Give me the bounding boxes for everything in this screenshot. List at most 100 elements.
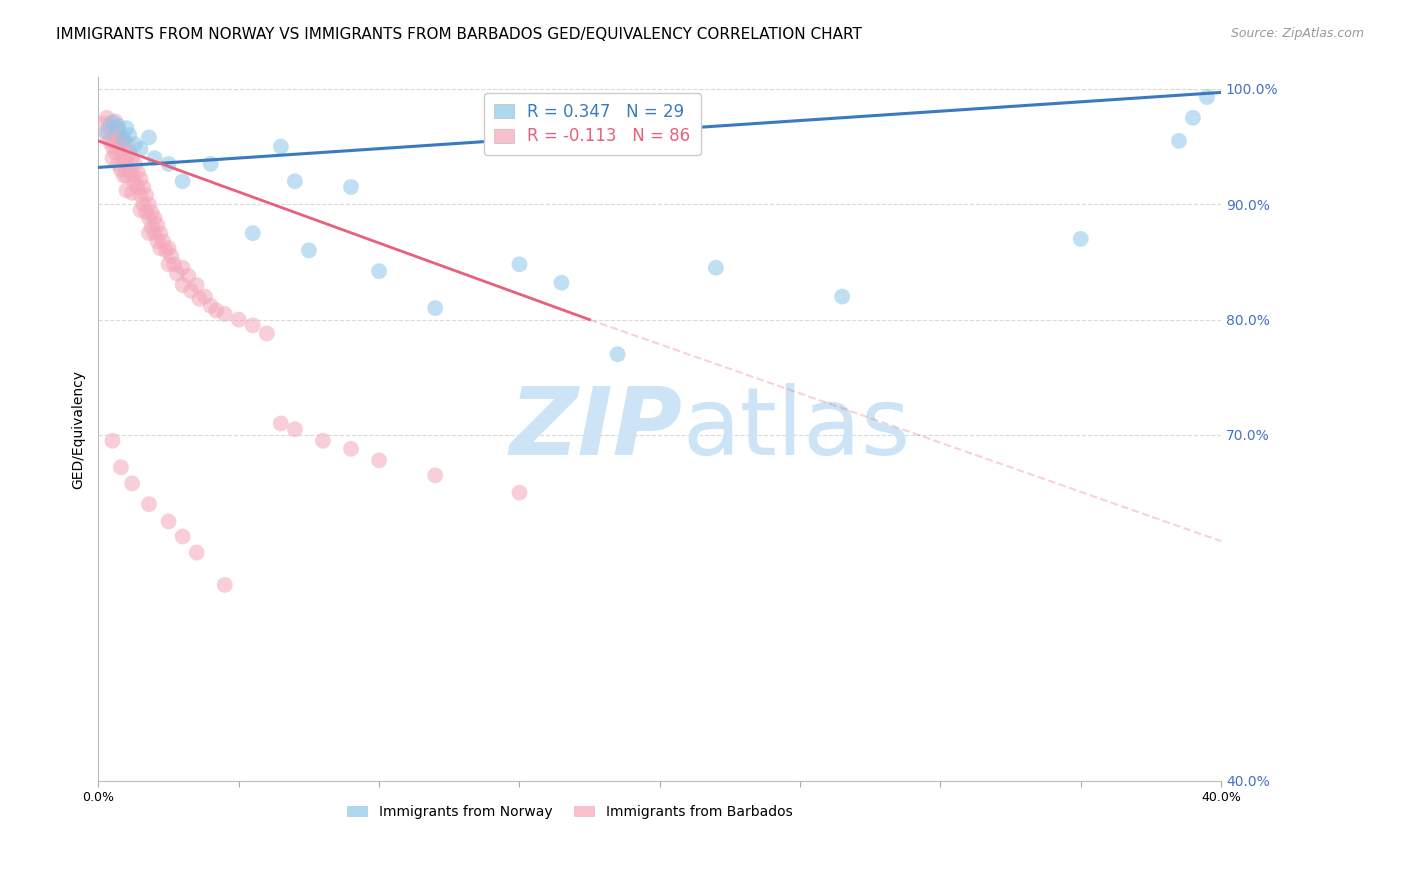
Point (127, 180, 149, 194)
Legend: Immigrants from Norway, Immigrants from Barbados: Immigrants from Norway, Immigrants from … (342, 799, 799, 825)
Point (121, 186, 143, 200)
Text: Source: ZipAtlas.com: Source: ZipAtlas.com (1230, 27, 1364, 40)
Point (1195, 90, 1218, 104)
Point (132, 197, 155, 211)
Point (172, 278, 194, 293)
Point (101, 125, 124, 139)
Point (256, 326, 278, 341)
Point (132, 180, 155, 194)
Point (166, 267, 188, 281)
Point (138, 211, 160, 226)
Point (155, 244, 177, 258)
Point (160, 249, 183, 263)
Point (1181, 111, 1204, 125)
Point (96, 125, 118, 139)
Point (149, 241, 172, 255)
Point (115, 137, 138, 152)
Point (141, 205, 163, 219)
Point (121, 151, 143, 165)
Point (188, 292, 211, 306)
Point (143, 151, 166, 165)
Text: IMMIGRANTS FROM NORWAY VS IMMIGRANTS FROM BARBADOS GED/EQUIVALENCY CORRELATION C: IMMIGRANTS FROM NORWAY VS IMMIGRANTS FRO… (56, 27, 862, 42)
Point (1168, 134, 1191, 148)
Point (107, 137, 129, 152)
Point (112, 151, 135, 165)
Point (121, 169, 143, 183)
Point (115, 184, 138, 198)
Point (425, 468, 447, 483)
Point (129, 203, 152, 218)
Point (118, 128, 141, 142)
Point (186, 278, 208, 293)
Point (115, 169, 138, 183)
Point (172, 260, 194, 275)
Point (101, 151, 124, 165)
Point (194, 289, 217, 303)
Point (101, 115, 124, 129)
Point (312, 434, 335, 448)
Point (101, 434, 124, 448)
Point (152, 234, 174, 248)
Point (141, 220, 163, 235)
Point (177, 268, 200, 283)
Point (157, 241, 180, 255)
Point (425, 301, 447, 315)
Point (104, 114, 127, 128)
Point (157, 257, 180, 271)
Point (104, 130, 127, 145)
Point (550, 276, 572, 290)
Point (146, 234, 169, 248)
Point (124, 137, 146, 152)
Point (242, 318, 264, 333)
Point (143, 211, 166, 226)
Point (96, 111, 118, 125)
Point (205, 303, 228, 318)
Point (368, 264, 391, 278)
Point (124, 177, 146, 191)
Point (93, 117, 115, 131)
Point (200, 157, 222, 171)
Point (107, 157, 129, 171)
Point (284, 422, 307, 436)
Point (180, 284, 202, 298)
Point (129, 188, 152, 202)
Point (163, 257, 186, 271)
Point (138, 130, 160, 145)
Point (138, 197, 160, 211)
Point (112, 131, 135, 145)
Point (270, 139, 292, 153)
Text: ZIP: ZIP (509, 384, 682, 475)
Point (101, 139, 124, 153)
Point (124, 157, 146, 171)
Point (340, 180, 363, 194)
Point (172, 174, 194, 188)
Point (270, 417, 292, 431)
Point (508, 485, 530, 500)
Point (115, 153, 138, 168)
Point (129, 172, 152, 186)
Point (831, 289, 853, 303)
Point (157, 157, 180, 171)
Point (284, 174, 307, 188)
Point (242, 226, 264, 240)
Point (98, 119, 121, 133)
Point (110, 460, 132, 475)
Point (149, 226, 172, 240)
Point (115, 121, 138, 136)
Point (96, 128, 118, 142)
Point (157, 515, 180, 529)
Point (104, 145, 127, 160)
Point (508, 257, 530, 271)
Point (110, 162, 132, 177)
Point (98, 134, 121, 148)
Point (112, 134, 135, 148)
Point (127, 165, 149, 179)
Point (143, 226, 166, 240)
Point (200, 299, 222, 313)
Text: atlas: atlas (682, 384, 911, 475)
Point (214, 578, 236, 592)
Point (138, 226, 160, 240)
Point (368, 453, 391, 467)
Point (135, 188, 157, 202)
Point (118, 162, 141, 177)
